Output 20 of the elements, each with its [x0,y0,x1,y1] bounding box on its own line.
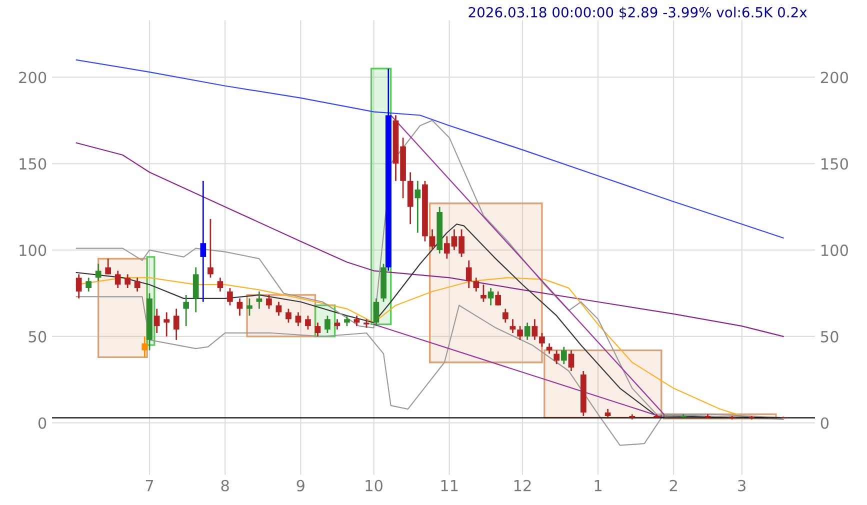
x-tick-label: 12 [514,480,531,492]
x-tick-label: 8 [221,480,229,492]
chart-title: 2026.03.18 00:00:00 $2.89 -3.99% vol:6.5K 0.2x [468,6,807,20]
y2-tick-label: 150 [822,158,848,170]
y-tick-label: 200 [19,72,46,84]
y2-tick-label: 50 [821,330,838,342]
x-tick-label: 3 [738,480,746,492]
x-tick-label: 10 [366,480,382,492]
x-tick-label: 9 [296,480,304,492]
x-tick-label: 11 [441,480,458,492]
x-tick-label: 1 [594,480,602,492]
y2-tick-label: 0 [820,417,829,429]
y-tick-label: 100 [20,244,46,256]
y-tick-label: 150 [20,158,46,170]
y2-tick-label: 100 [822,244,848,256]
y-tick-label: 50 [28,330,46,342]
y-tick-label: 0 [38,417,46,429]
x-tick-label: 7 [146,480,154,492]
x-tick-label: 2 [670,480,677,492]
y2-tick-label: 200 [820,72,848,84]
